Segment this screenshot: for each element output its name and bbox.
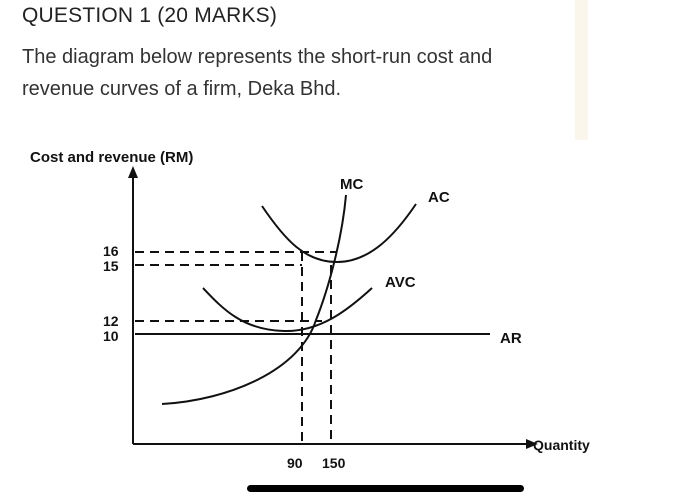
ar-label: AR [500,330,522,347]
y-tick-15: 15 [103,258,119,274]
question-text: The diagram below represents the short-r… [22,46,493,100]
x-tick-90: 90 [287,455,303,471]
avc-curve [202,287,373,333]
cost-curves [161,194,417,405]
y-tick-16: 16 [103,243,119,259]
mc-curve [161,194,347,405]
ac-curve [261,203,417,264]
avc-label: AVC [385,274,416,291]
x-axis-arrow [526,439,538,449]
home-indicator [247,485,524,492]
margin-strip [575,0,588,140]
guide-lines [135,251,337,444]
y-tick-12: 12 [103,313,119,329]
question-title: QUESTION 1 (20 MARKS) [22,4,278,27]
y-tick-10: 10 [103,328,119,344]
y-axis-arrow [128,166,138,178]
x-axis-title: Quantity [533,437,590,453]
ac-label: AC [428,189,450,206]
axes [128,166,538,449]
mc-label: MC [340,176,363,193]
y-axis-title: Cost and revenue (RM) [30,149,193,166]
x-tick-150: 150 [322,455,346,471]
